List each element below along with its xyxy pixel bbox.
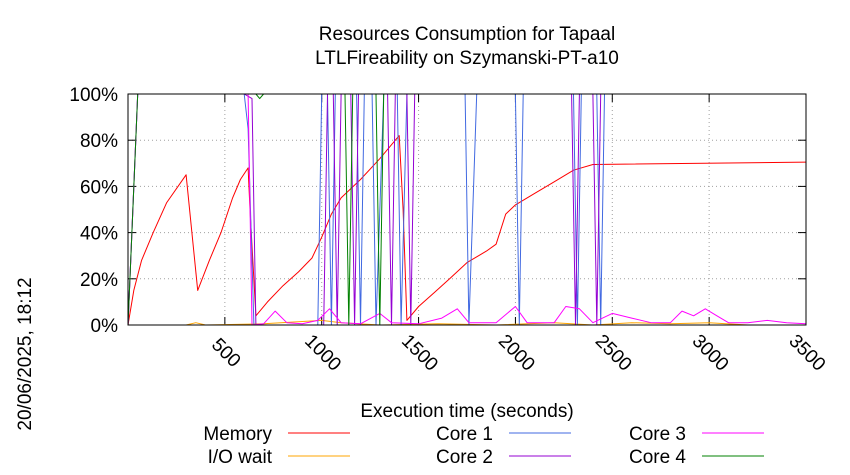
series-lines — [127, 93, 807, 326]
x-tick-label: 1000 — [300, 331, 345, 376]
y-tick-label: 80% — [80, 131, 118, 152]
series-line-i-o-wait — [128, 319, 806, 326]
x-tick-label: 1500 — [397, 331, 442, 376]
series-line-core-1 — [127, 93, 806, 326]
x-tick-label: 2500 — [591, 331, 636, 376]
legend-label-core-3: Core 3 — [629, 424, 686, 445]
grid-lines — [128, 94, 806, 325]
series-line-core-3 — [127, 93, 807, 326]
legend-label-core-4: Core 4 — [629, 447, 686, 468]
x-tick-label: 500 — [207, 334, 244, 371]
legend-label-core-2: Core 2 — [436, 447, 493, 468]
chart-title: Resources Consumption for Tapaal — [319, 24, 615, 45]
x-tick-label: 3000 — [688, 331, 733, 376]
series-line-memory — [127, 135, 807, 326]
y-tick-label: 40% — [80, 224, 118, 245]
y-tick-label: 0% — [91, 316, 119, 337]
x-tick-label: 3500 — [785, 331, 830, 376]
x-axis-label: Execution time (seconds) — [360, 401, 573, 422]
timestamp-label: 20/06/2025, 18:12 — [15, 277, 36, 430]
legend-label-i-o-wait: I/O wait — [208, 447, 273, 468]
legend-label-core-1: Core 1 — [436, 424, 493, 445]
y-axis-ticks: 0% 20% 40% 60% 80% 100% — [69, 85, 806, 337]
chart-subtitle: LTLFireability on Szymanski-PT-a10 — [315, 48, 619, 69]
y-tick-label: 20% — [80, 270, 118, 291]
y-tick-label: 100% — [69, 85, 118, 106]
y-tick-label: 60% — [80, 177, 118, 198]
legend-label-memory: Memory — [203, 424, 272, 445]
plot-frame — [127, 93, 807, 326]
x-tick-label: 2000 — [494, 331, 539, 376]
